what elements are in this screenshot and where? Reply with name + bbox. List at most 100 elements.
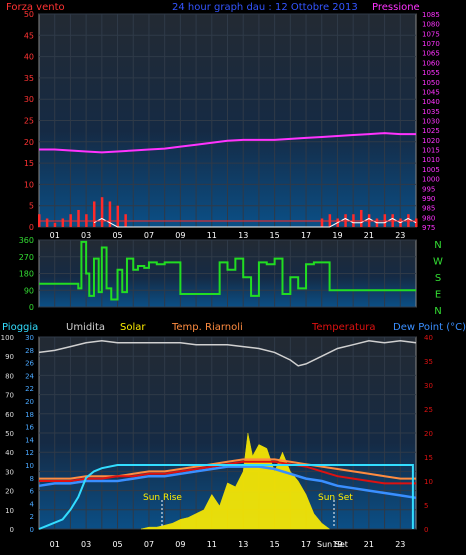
- wind-tick-label: 20: [24, 138, 34, 147]
- pressure-tick-label: 1045: [422, 88, 440, 96]
- x-tick-label: 19: [332, 231, 342, 240]
- temperature-axis: 0 5 10 15 20 25 30 35 40: [424, 334, 433, 534]
- wind-bar: [116, 205, 120, 227]
- wind-tick-label: 15: [24, 159, 34, 168]
- x-tick-label: 15: [270, 540, 280, 549]
- temperature-tick-label: 20: [424, 430, 433, 438]
- x-tick-label: 09: [175, 540, 185, 549]
- wind-tick-label: 45: [24, 31, 34, 40]
- humidity-legend: Umidita: [66, 322, 105, 333]
- wind-tick-label: 25: [24, 117, 34, 126]
- pressure-series-title: Pressione: [372, 2, 420, 13]
- pressure-tick-label: 1050: [422, 79, 440, 87]
- compass-label: N: [434, 306, 441, 317]
- x-tick-label: 03: [81, 231, 91, 240]
- pressure-tick-label: 1070: [422, 40, 440, 48]
- humidity-tick-label: 50: [5, 430, 14, 438]
- wind-tick-label: 35: [24, 74, 34, 83]
- x-tick-label: 13: [238, 540, 248, 549]
- x-tick-label: 23: [395, 231, 405, 240]
- pressure-tick-label: 1065: [422, 50, 440, 58]
- x-tick-label: 01: [50, 231, 60, 240]
- humidity-tick-label: 90: [5, 353, 14, 361]
- wind-series-title: Forza vento: [6, 2, 65, 13]
- pressure-tick-label: 990: [422, 195, 435, 203]
- wind-pressure-series: [38, 132, 418, 228]
- wind-bar: [53, 222, 57, 227]
- humidity-tick-label: 60: [5, 411, 14, 419]
- humidity-tick-label: 30: [5, 468, 14, 476]
- rain-tick-label: 6: [30, 488, 35, 496]
- wind-bar: [92, 201, 96, 227]
- humidity-tick-label: 0: [10, 526, 14, 534]
- pressure-tick-label: 1075: [422, 30, 440, 38]
- rain-tick-label: 22: [25, 385, 34, 393]
- pressure-tick-label: 980: [422, 214, 435, 222]
- x-tick-label: 19: [332, 540, 342, 549]
- rain-line: [38, 464, 414, 530]
- humidity-line: [38, 340, 417, 367]
- direction-axis: 0 90 180 270 360: [19, 236, 34, 312]
- temperature-tick-label: 0: [424, 526, 428, 534]
- wind-bar: [360, 209, 363, 227]
- x-tick-label: 17: [301, 231, 311, 240]
- x-tick-label: 21: [364, 231, 374, 240]
- rain-tick-label: 0: [30, 526, 34, 534]
- pressure-tick-label: 1005: [422, 166, 440, 174]
- compass-label: S: [435, 273, 441, 284]
- chart-title: 24 hour graph dau : 12 Ottobre 2013: [172, 2, 358, 13]
- wind-tick-label: 0: [29, 223, 34, 232]
- rain-tick-label: 20: [25, 398, 34, 406]
- temperature-tick-label: 5: [424, 502, 428, 510]
- wind-tick-label: 10: [24, 180, 34, 189]
- rain-tick-label: 10: [25, 462, 34, 470]
- direction-tick-label: 360: [19, 236, 34, 245]
- wind-axis: 0 5 10 15 20 25 30 35 40 45 50: [24, 10, 34, 232]
- compass-label: E: [435, 290, 441, 301]
- temperature-tick-label: 15: [424, 454, 433, 462]
- rain-tick-label: 8: [30, 475, 34, 483]
- wind-bar: [61, 218, 65, 227]
- sunrise-label: Sun Rise: [143, 493, 182, 503]
- pressure-axis: 9759809859909951000100510101015102010251…: [422, 11, 440, 232]
- pressure-tick-label: 1025: [422, 127, 440, 135]
- x-tick-label: 15: [270, 231, 280, 240]
- humidity-tick-label: 70: [5, 392, 14, 400]
- solar-legend: Solar: [120, 322, 146, 333]
- temperature-tick-label: 30: [424, 382, 433, 390]
- x-tick-label: 09: [175, 231, 185, 240]
- pressure-tick-label: 975: [422, 224, 435, 232]
- pressure-tick-label: 985: [422, 205, 435, 213]
- rain-legend: Pioggia: [2, 322, 38, 333]
- x-tick-label: 07: [144, 540, 154, 549]
- temperature-legend: Temperatura: [311, 322, 376, 333]
- pressure-tick-label: 1020: [422, 137, 440, 145]
- x-tick-label: 05: [112, 540, 122, 549]
- humidity-axis: 0 10 20 30 40 50 60 70 80 90 100: [1, 334, 14, 534]
- wind-bar: [77, 209, 80, 227]
- x-tick-label: 11: [207, 540, 217, 549]
- x-tick-label: 05: [112, 231, 122, 240]
- x-tick-label: 11: [207, 231, 217, 240]
- direction-series: [39, 240, 416, 301]
- rain-tick-label: 30: [25, 334, 34, 342]
- humidity-tick-label: 80: [5, 372, 14, 380]
- rain-tick-label: 14: [25, 436, 34, 444]
- temperature-tick-label: 10: [424, 478, 433, 486]
- x-tick-label: 07: [144, 231, 154, 240]
- pressure-tick-label: 1035: [422, 108, 440, 116]
- humidity-tick-label: 10: [5, 507, 14, 515]
- humidity-tick-label: 100: [1, 334, 14, 342]
- wind-bar: [415, 218, 418, 227]
- pressure-tick-label: 1010: [422, 156, 440, 164]
- x-tick-label: 17: [301, 540, 311, 549]
- rain-tick-label: 2: [30, 513, 34, 521]
- temperature-tick-label: 40: [424, 334, 433, 342]
- pressure-tick-label: 1080: [422, 21, 440, 29]
- x-axis-bottom: 01 03 05 07 09 11 13 15 17 19 21 23: [50, 540, 406, 549]
- direction-line: [39, 240, 416, 301]
- pressure-tick-label: 1015: [422, 147, 440, 155]
